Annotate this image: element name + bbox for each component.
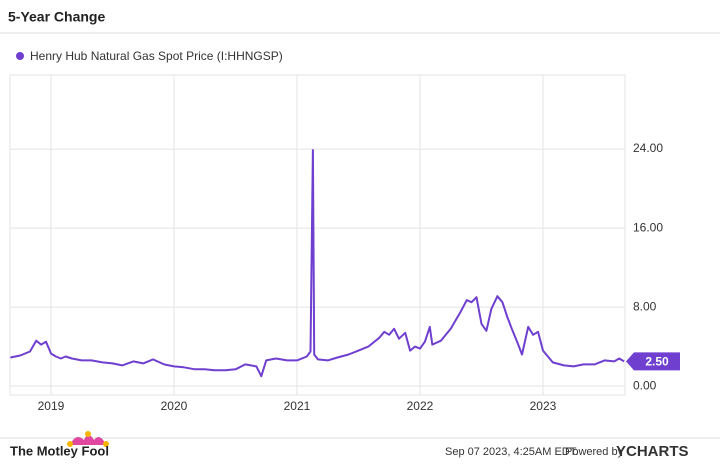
- chart-title: 5-Year Change: [8, 9, 105, 25]
- current-value-label: 2.50: [645, 355, 669, 369]
- y-tick-label: 24.00: [633, 141, 663, 155]
- legend-swatch: [16, 52, 24, 60]
- current-value-tag: [626, 352, 680, 371]
- plot-frame: [9, 74, 626, 396]
- x-tick-label: 2022: [407, 399, 434, 413]
- y-tick-label: 16.00: [633, 220, 663, 234]
- y-tick-label: 8.00: [633, 299, 657, 313]
- x-tick-label: 2019: [38, 399, 65, 413]
- brand: YCHARTS: [616, 443, 689, 460]
- powered-by: Powered by: [565, 446, 624, 458]
- data-line: [10, 149, 625, 378]
- legend-label: Henry Hub Natural Gas Spot Price (I:HHNG…: [30, 49, 283, 63]
- x-tick-label: 2023: [530, 399, 557, 413]
- logo-text: The Motley Fool: [10, 443, 109, 458]
- y-tick-label: 0.00: [633, 378, 657, 392]
- x-tick-label: 2020: [161, 399, 188, 413]
- logo-icon: [67, 431, 109, 447]
- timestamp: Sep 07 2023, 4:25AM EDT.: [445, 446, 578, 458]
- x-tick-label: 2021: [284, 399, 311, 413]
